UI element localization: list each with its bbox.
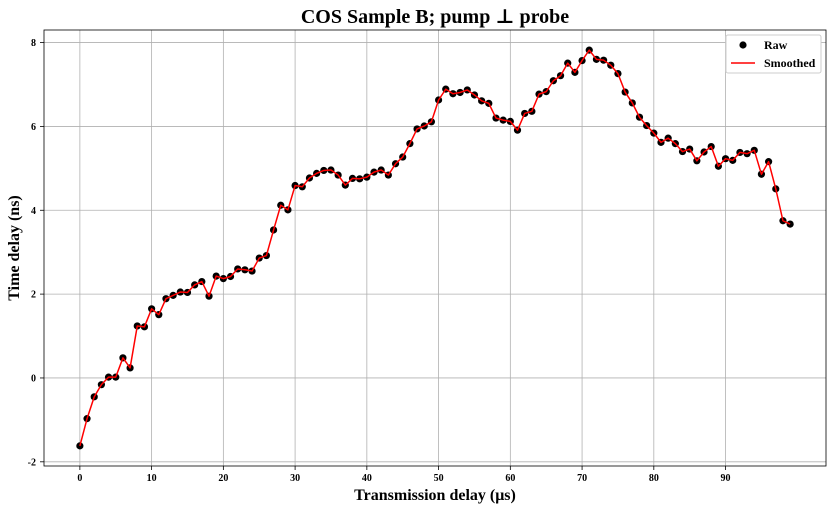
x-tick-label: 60	[505, 473, 515, 484]
x-tick-label: 20	[218, 473, 228, 484]
x-axis-label: Transmission delay (μs)	[354, 487, 516, 504]
y-tick-label: 6	[31, 122, 36, 133]
y-tick-label: -2	[28, 457, 36, 468]
x-tick-label: 30	[290, 473, 300, 484]
chart-title: COS Sample B; pump ⊥ probe	[301, 6, 569, 28]
legend-smoothed-label: Smoothed	[764, 56, 816, 70]
y-tick-label: 8	[31, 38, 36, 49]
y-axis-label: Time delay (ns)	[6, 195, 23, 300]
legend-raw-marker	[739, 41, 747, 49]
plot-frame	[43, 29, 827, 467]
x-tick-label: 80	[649, 473, 659, 484]
series-layer	[76, 46, 794, 450]
legend-raw-label: Raw	[764, 38, 788, 52]
legend: Raw Smoothed	[725, 34, 822, 74]
ticks: 0 10 20 30 40 50 60 70 80 90 -2 0 2 4 6 8	[28, 38, 731, 484]
x-tick-label: 50	[434, 473, 444, 484]
x-tick-label: 0	[77, 473, 82, 484]
x-tick-label: 10	[147, 473, 157, 484]
x-tick-label: 70	[577, 473, 587, 484]
smoothed-line	[79, 49, 791, 447]
y-tick-label: 2	[31, 290, 36, 301]
y-tick-label: 4	[31, 206, 36, 217]
x-tick-label: 90	[721, 473, 731, 484]
x-tick-label: 40	[362, 473, 372, 484]
y-tick-label: 0	[31, 373, 36, 384]
raw-point	[786, 220, 794, 228]
